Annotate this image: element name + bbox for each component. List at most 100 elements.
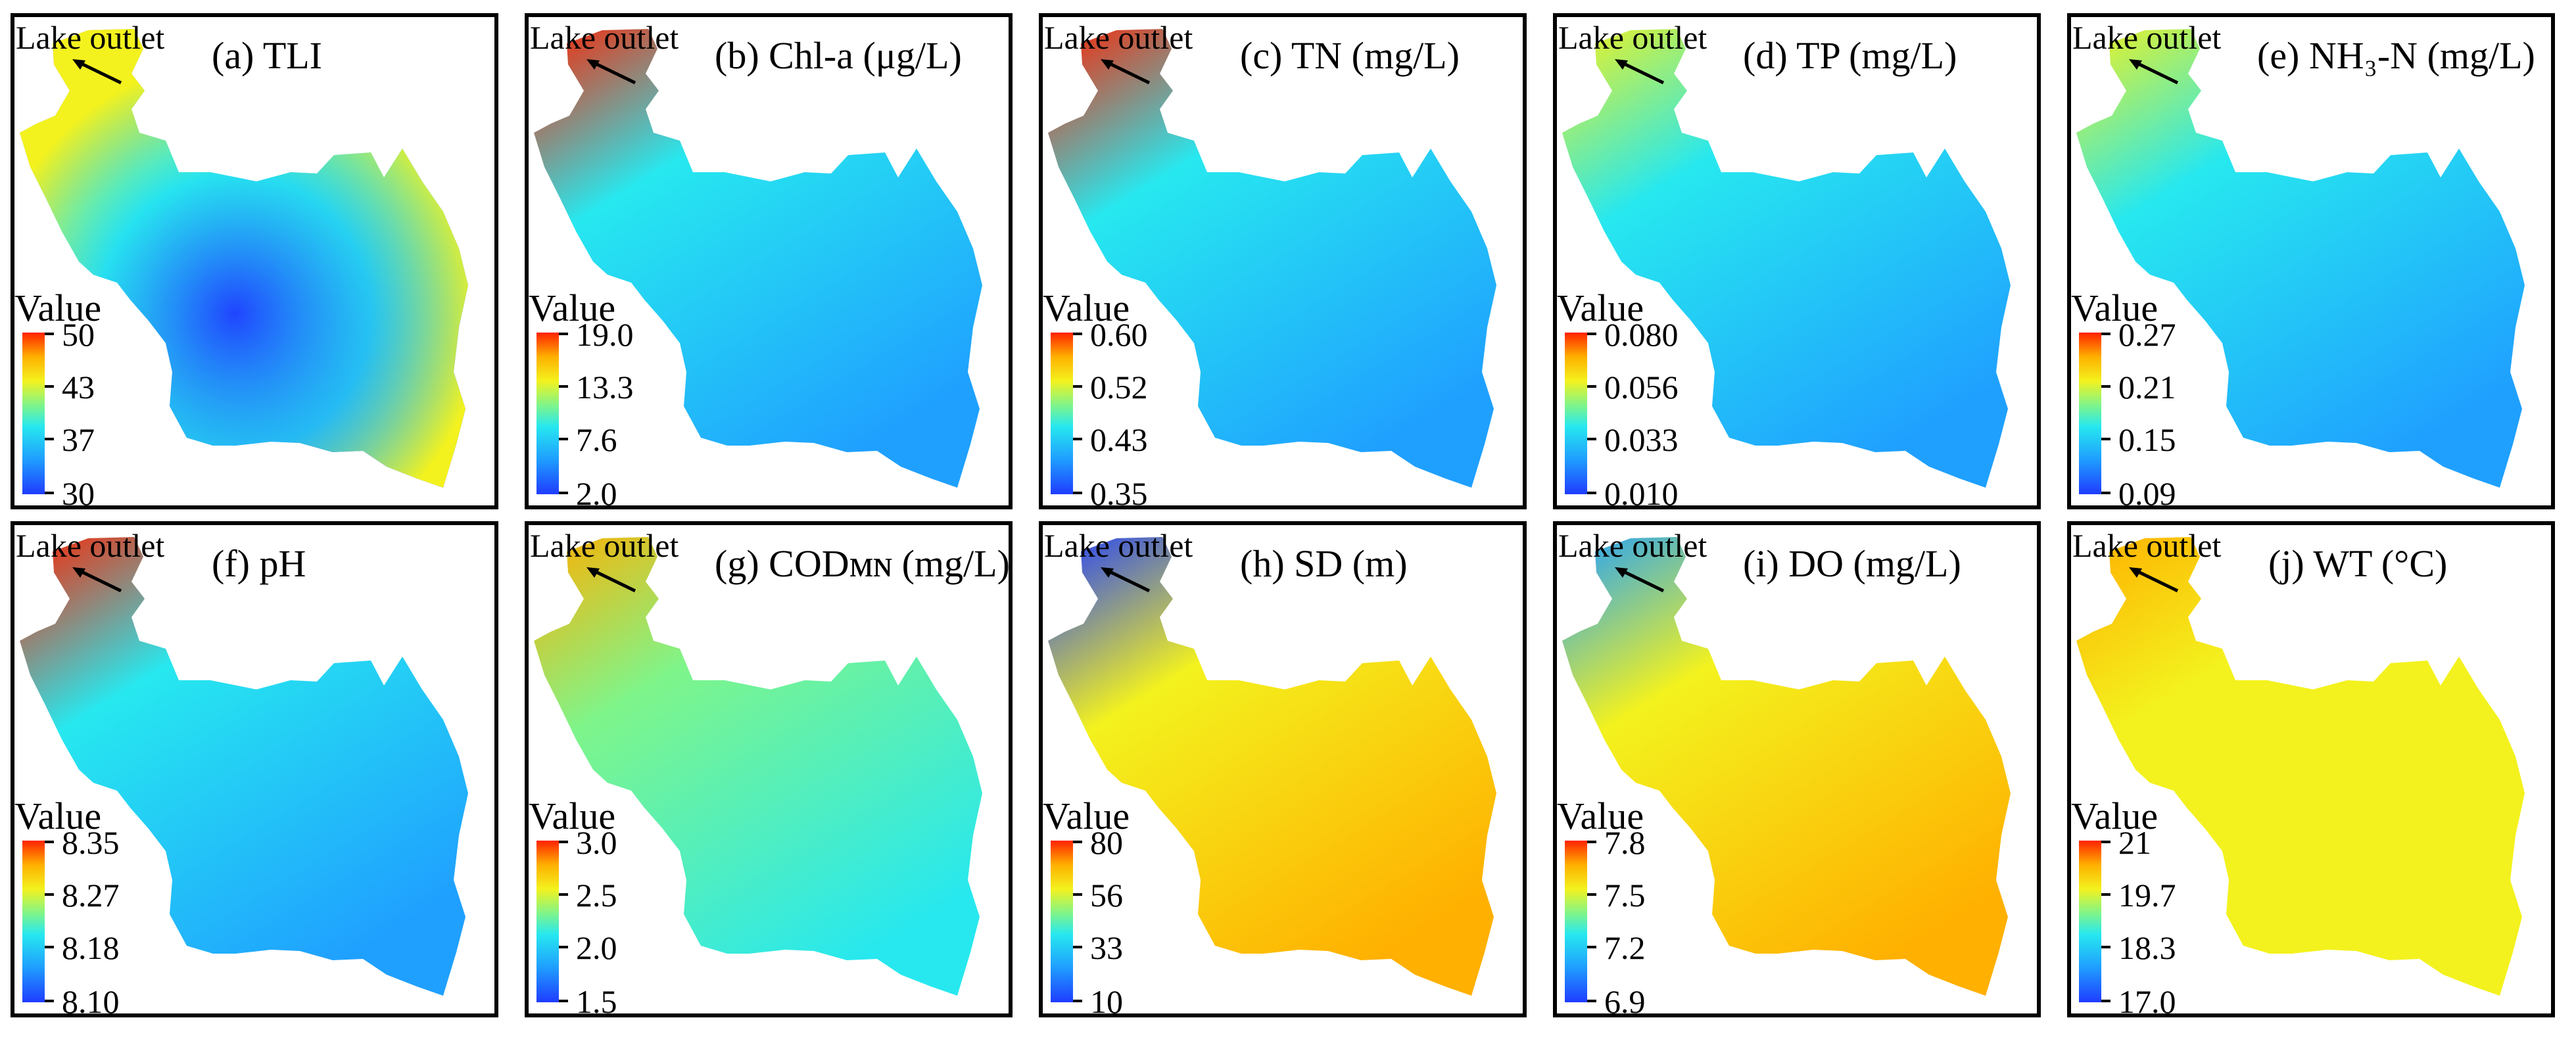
lake-map-i	[1562, 537, 2011, 996]
legend-tick	[559, 893, 568, 896]
legend-title: Value	[1043, 287, 1130, 329]
legend-colorbar	[1051, 333, 1073, 494]
lake-map-a	[20, 29, 468, 488]
legend-tick	[1587, 438, 1596, 440]
panel-title: (i) DO (mg/L)	[1743, 542, 1961, 585]
lake-shape	[534, 29, 982, 488]
legend-tick-label: 0.43	[1090, 421, 1148, 458]
legend-tick-label: 6.9	[1604, 983, 1646, 1017]
outlet-arrow-icon	[1101, 59, 1151, 85]
legend-tick	[1073, 333, 1082, 335]
legend-tick-label: 0.52	[1090, 369, 1148, 406]
legend-tick	[45, 893, 54, 896]
legend-tick	[2101, 1000, 2111, 1002]
legend-tick	[559, 438, 568, 440]
legend-tick-label: 0.033	[1604, 421, 1679, 458]
legend-tick-label: 2.0	[576, 475, 617, 509]
legend-tick-label: 43	[62, 369, 95, 406]
legend-tick-label: 0.21	[2118, 369, 2176, 406]
outlet-label: Lake outlet	[16, 19, 165, 56]
lake-shape	[534, 537, 982, 996]
map-panel-e: Lake outlet (e) NH₃-N (mg/L) Value 0.27 0.21…	[2067, 13, 2555, 509]
outlet-label: Lake outlet	[16, 527, 165, 564]
lake-shape	[20, 537, 468, 996]
legend-tick-label: 37	[62, 421, 95, 458]
legend-title: Value	[2071, 795, 2159, 837]
map-panel-b: Lake outlet (b) Chl-a (μg/L) Value 19.0 13.3…	[525, 13, 1013, 509]
lake-map-e	[2076, 29, 2525, 488]
lake-map-b	[534, 29, 982, 488]
legend-tick-label: 17.0	[2118, 983, 2176, 1017]
legend-tick-label: 0.27	[2118, 316, 2176, 353]
outlet-arrow-icon	[2129, 567, 2179, 593]
panel-title: (a) TLI	[212, 34, 322, 77]
outlet-arrow-icon	[72, 59, 122, 85]
legend-tick-label: 13.3	[576, 369, 634, 406]
legend-tick-label: 0.15	[2118, 421, 2176, 458]
panel-title: (c) TN (mg/L)	[1240, 34, 1460, 77]
lake-shape	[2076, 29, 2525, 488]
legend-tick	[1073, 1000, 1082, 1002]
outlet-label: Lake outlet	[1558, 19, 1707, 56]
legend-tick	[45, 333, 54, 335]
legend-tick-label: 56	[1090, 877, 1123, 914]
legend-tick	[559, 492, 568, 494]
legend-tick-label: 1.5	[576, 983, 617, 1017]
lake-shape	[1048, 29, 1496, 488]
legend-tick	[45, 841, 54, 843]
panel-title: (h) SD (m)	[1240, 542, 1408, 585]
legend-tick-label: 33	[1090, 929, 1123, 966]
legend-tick	[2101, 492, 2111, 494]
legend-tick	[559, 946, 568, 948]
legend-tick-label: 10	[1090, 983, 1123, 1017]
legend-tick-label: 2.5	[576, 877, 617, 914]
lake-shape	[1048, 537, 1496, 996]
outlet-arrow-icon	[72, 567, 122, 593]
legend-tick	[559, 1000, 568, 1002]
lake-map-d	[1562, 29, 2011, 488]
outlet-label: Lake outlet	[530, 527, 679, 564]
legend-tick-label: 8.27	[62, 877, 120, 914]
legend-tick-label: 0.080	[1604, 316, 1679, 353]
outlet-label: Lake outlet	[1558, 527, 1707, 564]
legend-title: Value	[14, 795, 102, 837]
legend-tick	[2101, 841, 2111, 843]
legend-colorbar	[537, 333, 559, 494]
legend-tick-label: 19.7	[2118, 877, 2176, 914]
legend-tick	[1073, 492, 1082, 494]
legend-title: Value	[1043, 795, 1130, 837]
lake-shape	[2076, 537, 2525, 996]
lake-shape	[1562, 537, 2011, 996]
legend-tick	[2101, 438, 2111, 440]
legend-tick	[1073, 438, 1082, 440]
lake-map-h	[1048, 537, 1496, 996]
legend-tick	[1587, 946, 1596, 948]
legend-tick	[45, 385, 54, 388]
legend-tick	[45, 946, 54, 948]
legend-tick-label: 7.5	[1604, 877, 1646, 914]
map-panel-a: Lake outlet (a) TLI Value 50 43 37 30	[11, 13, 498, 509]
panel-title: (d) TP (mg/L)	[1743, 34, 1957, 77]
legend-title: Value	[14, 287, 102, 329]
legend-tick	[2101, 946, 2111, 948]
legend-title: Value	[529, 287, 616, 329]
legend-tick	[559, 841, 568, 843]
legend-colorbar	[537, 841, 559, 1002]
legend-tick-label: 0.010	[1604, 475, 1679, 509]
legend-tick-label: 7.6	[576, 421, 617, 458]
lake-shape-overlay	[20, 29, 468, 488]
legend-title: Value	[529, 795, 616, 837]
legend-tick-label: 18.3	[2118, 929, 2176, 966]
legend-tick-label: 7.8	[1604, 824, 1646, 861]
legend-tick	[2101, 893, 2111, 896]
outlet-arrow-icon	[1615, 567, 1665, 593]
map-panel-g: Lake outlet (g) CODᴍɴ (mg/L) Value 3.0 2.5 2.…	[525, 521, 1013, 1017]
legend-tick	[1073, 893, 1082, 896]
legend-colorbar	[22, 333, 45, 494]
legend-tick	[45, 492, 54, 494]
legend-tick	[1587, 492, 1596, 494]
outlet-label: Lake outlet	[2072, 19, 2222, 56]
legend-tick	[2101, 385, 2111, 388]
legend-colorbar	[1051, 841, 1073, 1002]
